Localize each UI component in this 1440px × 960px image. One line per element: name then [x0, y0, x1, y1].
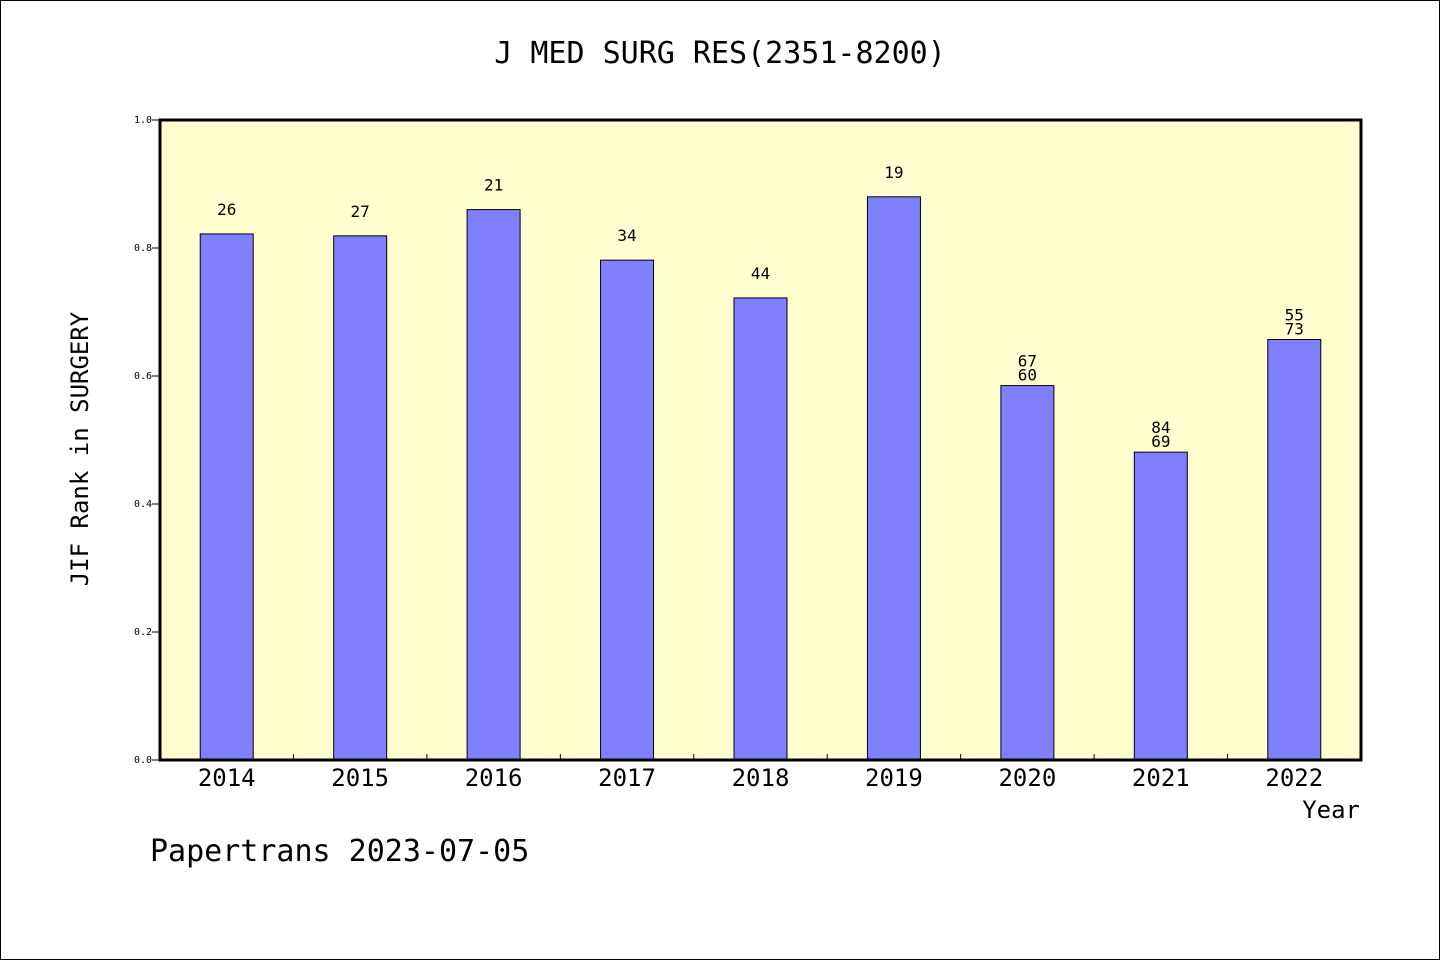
- bar-value-label: 19: [884, 163, 903, 182]
- x-tick-label: 2015: [331, 764, 389, 792]
- bar-value-label: 69: [1151, 432, 1170, 451]
- x-tick-label: 2018: [732, 764, 790, 792]
- bar: [199, 233, 254, 761]
- bar-value-label: 67: [1018, 352, 1037, 371]
- bar-value-label: 26: [217, 200, 236, 219]
- y-tick-label: 1.0: [134, 115, 152, 126]
- x-tick-label: 2021: [1132, 764, 1190, 792]
- bar-value-label: 55: [1285, 306, 1304, 325]
- bar: [333, 235, 388, 761]
- bar: [466, 209, 521, 761]
- bar: [1267, 339, 1322, 761]
- x-tick-label: 2014: [198, 764, 256, 792]
- chart-title: J MED SURG RES(2351-8200): [494, 36, 946, 71]
- bar-value-label: 44: [751, 264, 770, 283]
- bar: [1000, 385, 1055, 761]
- bar-value-label: 84: [1151, 418, 1170, 437]
- bar: [600, 259, 655, 761]
- bar: [866, 196, 921, 761]
- bar-value-label: 34: [617, 226, 636, 245]
- y-tick-label: 0.6: [134, 371, 152, 382]
- bar: [1133, 451, 1188, 761]
- bar-value-label: 60: [1018, 366, 1037, 385]
- x-tick-label: 2019: [865, 764, 923, 792]
- bar-value-label: 73: [1285, 320, 1304, 339]
- x-tick-label: 2020: [998, 764, 1056, 792]
- x-tick-label: 2017: [598, 764, 656, 792]
- bar-value-label: 27: [351, 202, 370, 221]
- y-tick-label: 0.2: [134, 627, 152, 638]
- bar-value-label: 21: [484, 176, 503, 195]
- x-tick-label: 2016: [465, 764, 523, 792]
- footer-stamp: Papertrans 2023-07-05: [150, 834, 530, 869]
- x-axis-label: Year: [1302, 796, 1360, 824]
- y-tick-label: 0.0: [134, 755, 152, 766]
- y-tick-label: 0.8: [134, 243, 152, 254]
- y-tick-label: 0.4: [134, 499, 152, 510]
- bar: [733, 297, 788, 761]
- plot-border: [158, 118, 1363, 762]
- x-tick-label: 2022: [1265, 764, 1323, 792]
